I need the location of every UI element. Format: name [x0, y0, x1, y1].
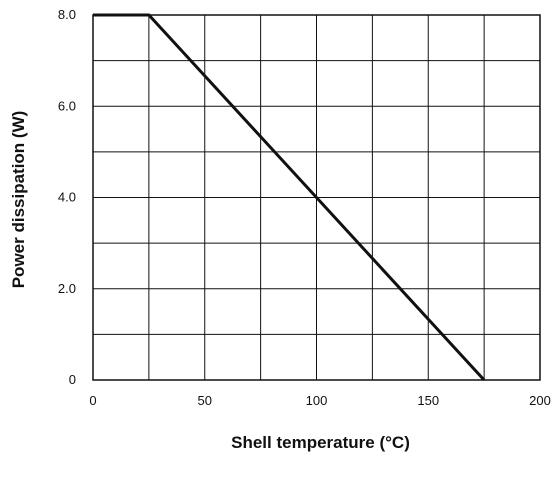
- y-tick-label: 8.0: [58, 7, 76, 22]
- x-tick-label: 150: [417, 393, 439, 408]
- x-tick-labels: 0 50 100 150 200: [89, 393, 550, 408]
- derating-line: [93, 13, 486, 382]
- y-tick-label: 2.0: [58, 281, 76, 296]
- x-tick-label: 100: [306, 393, 328, 408]
- x-tick-label: 50: [198, 393, 212, 408]
- plot-frame: [92, 14, 541, 381]
- y-tick-label: 6.0: [58, 98, 76, 113]
- x-axis-label: Shell temperature (°C): [231, 433, 410, 452]
- y-tick-label: 4.0: [58, 190, 76, 205]
- series-layer: [93, 13, 486, 382]
- y-tick-labels: 0 2.0 4.0 6.0 8.0: [58, 7, 76, 387]
- x-tick-label: 200: [529, 393, 551, 408]
- y-tick-label: 0: [69, 372, 76, 387]
- y-axis-label: Power dissipation (W): [9, 111, 28, 289]
- x-tick-label: 0: [89, 393, 96, 408]
